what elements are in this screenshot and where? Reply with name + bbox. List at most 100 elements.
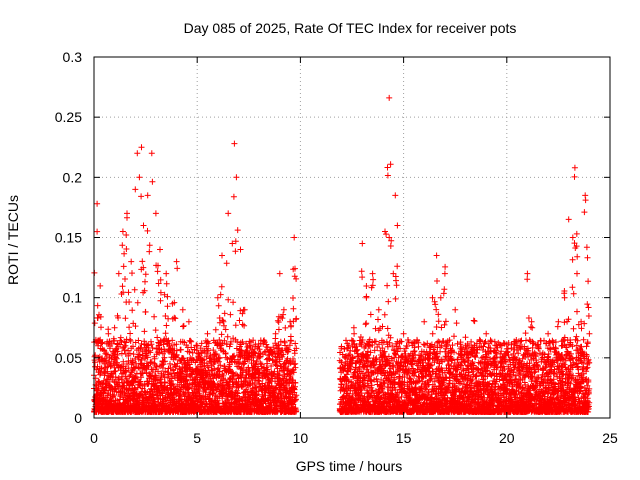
data-points [91, 94, 593, 415]
data-point [132, 186, 139, 193]
data-point-cloud [124, 214, 130, 221]
data-point-cloud [94, 228, 101, 235]
data-point [392, 192, 399, 199]
data-point-cloud [126, 350, 133, 357]
data-point-cloud [112, 386, 119, 393]
data-point-cloud [119, 283, 126, 290]
data-point-cloud [111, 337, 118, 344]
data-point [237, 246, 244, 253]
data-point-cloud [123, 368, 129, 375]
data-point [369, 270, 376, 277]
data-point [94, 200, 101, 207]
data-point [524, 270, 531, 277]
data-point [586, 330, 593, 337]
data-point [276, 270, 283, 277]
data-point [384, 282, 391, 289]
data-point [144, 192, 151, 199]
data-point-cloud [98, 365, 105, 372]
data-point-cloud [121, 347, 128, 353]
data-point-cloud [111, 392, 118, 399]
data-point-cloud [120, 382, 127, 389]
data-point [382, 228, 388, 235]
data-point-cloud [120, 289, 127, 296]
data-point [280, 306, 287, 313]
data-point [136, 174, 143, 181]
data-point [375, 306, 382, 313]
data-point [359, 240, 366, 247]
data-point-cloud [105, 326, 112, 333]
data-point-cloud [99, 339, 106, 346]
data-point-cloud [126, 336, 133, 343]
data-point [441, 270, 448, 277]
data-point-cloud [126, 373, 133, 380]
data-point [528, 318, 535, 325]
data-point-cloud [126, 324, 133, 331]
data-point-cloud [98, 340, 105, 347]
data-point [421, 318, 428, 325]
data-point [437, 294, 444, 301]
data-point-cloud [117, 334, 124, 341]
data-point [157, 246, 163, 253]
data-point [351, 330, 358, 337]
data-point-cloud [101, 347, 108, 354]
data-point-cloud [97, 313, 104, 320]
data-point-cloud [97, 282, 104, 289]
data-point-cloud [115, 314, 122, 321]
data-point [571, 164, 578, 171]
data-point-cloud [123, 339, 129, 346]
data-point-cloud [123, 246, 130, 252]
data-point-cloud [119, 242, 126, 249]
data-point-cloud [125, 289, 132, 296]
data-point [229, 240, 236, 247]
data-point [219, 252, 225, 259]
data-point-cloud [122, 315, 129, 322]
data-point [138, 144, 145, 151]
data-point-cloud [94, 302, 101, 309]
data-point [173, 258, 180, 265]
data-point [400, 330, 407, 337]
data-point-cloud [94, 314, 101, 321]
data-point [569, 234, 576, 241]
data-point-cloud [98, 324, 104, 331]
data-point-cloud [103, 357, 110, 364]
data-point-cloud [121, 250, 128, 257]
data-point [429, 294, 436, 301]
data-point [394, 222, 401, 229]
data-point [185, 318, 192, 325]
data-point-cloud [112, 368, 119, 374]
data-point-cloud [102, 350, 109, 357]
data-point [115, 270, 122, 277]
data-point [111, 324, 118, 331]
data-point [179, 306, 186, 313]
data-point [574, 270, 580, 277]
data-point [152, 210, 159, 217]
data-point-cloud [114, 351, 121, 358]
data-point [410, 348, 417, 355]
data-point [134, 150, 141, 157]
data-point-cloud [123, 232, 130, 238]
data-point [433, 252, 440, 259]
data-point [555, 318, 562, 325]
data-point-cloud [126, 299, 133, 305]
data-point [163, 270, 170, 277]
data-point-cloud [108, 398, 115, 405]
data-point-cloud [122, 276, 128, 282]
data-point [128, 258, 135, 265]
data-point [545, 330, 552, 337]
data-point-cloud [92, 352, 99, 359]
data-point-cloud [125, 365, 132, 372]
data-point [140, 222, 147, 229]
data-point-cloud [91, 320, 98, 327]
data-point [291, 234, 298, 241]
data-point-cloud [127, 338, 134, 344]
data-point [214, 294, 221, 301]
data-point [148, 150, 155, 157]
data-point [483, 330, 490, 337]
data-point [470, 317, 477, 324]
data-point [452, 306, 459, 313]
data-point [565, 216, 572, 223]
data-point [231, 140, 238, 147]
data-point-cloud [108, 355, 115, 362]
data-point-cloud [120, 263, 127, 270]
